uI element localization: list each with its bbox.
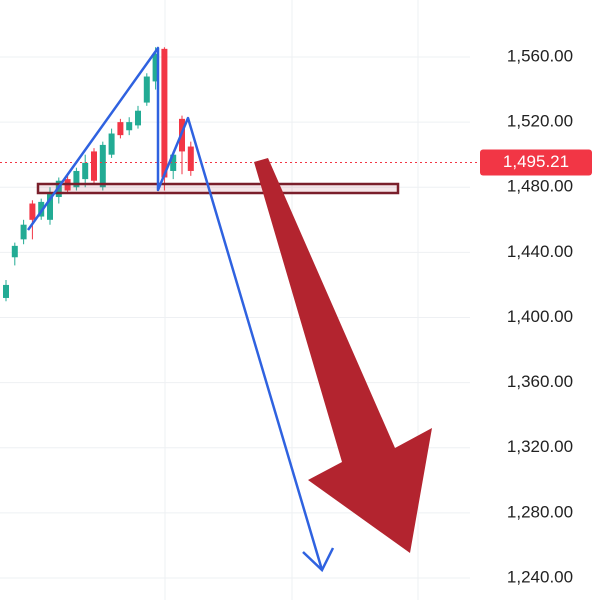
candle-body [170,154,177,171]
candle-body [73,170,80,188]
pattern-line [26,46,324,571]
candle-body [29,203,36,220]
y-tick-label: 1,560.00 [507,46,573,65]
y-tick-label: 1,320.00 [507,437,573,456]
candle-body [11,245,18,258]
candle-body [108,133,115,155]
candle-body [91,151,97,181]
y-tick-label: 1,400.00 [507,307,573,326]
current-price-badge [480,149,592,176]
y-tick-label: 1,280.00 [507,502,573,521]
candle-body [117,122,124,136]
candle-body [143,76,150,103]
y-tick-label: 1,520.00 [507,112,573,131]
candle-body [152,53,159,82]
current-price-label: 1,495.21 [503,152,569,171]
grid [0,56,470,579]
pattern-arrowhead [302,547,335,573]
candle-body [126,122,133,131]
candle-body [82,162,89,180]
candles [3,47,194,302]
candle-body [38,201,45,217]
candle-body [20,224,27,240]
y-tick-label: 1,360.00 [507,372,573,391]
down-arrow [254,158,432,553]
y-tick-label: 1,480.00 [507,177,573,196]
candle-body [135,110,141,126]
support-zone [36,182,400,195]
y-tick-label: 1,440.00 [507,242,573,261]
price-axis: 1,240.00 1,280.00 1,320.00 1,360.00 1,400.00… [480,46,592,587]
candle-body [187,146,194,171]
y-tick-label: 1,240.00 [507,568,573,587]
candle-body [47,193,53,220]
candle-body [3,284,9,298]
candle-body [161,48,168,178]
candle-body [99,144,106,188]
